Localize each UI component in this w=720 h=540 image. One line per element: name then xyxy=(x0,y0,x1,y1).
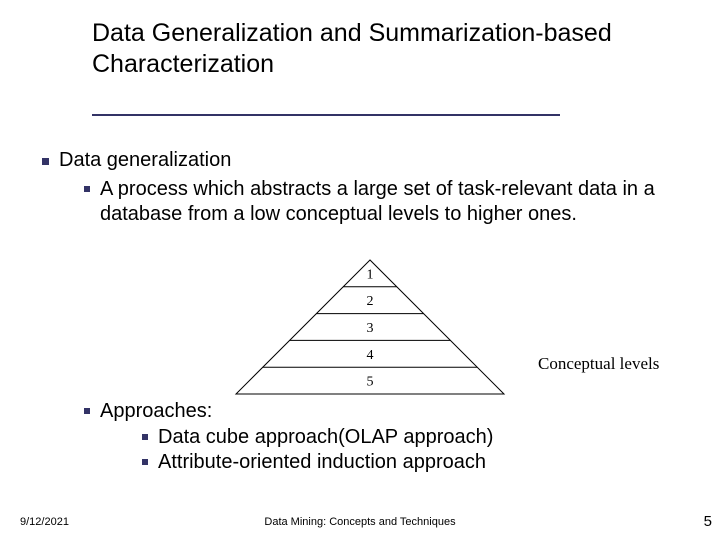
bullet-level1: Data generalization xyxy=(42,148,682,173)
square-bullet-icon xyxy=(84,186,90,192)
square-bullet-icon xyxy=(42,158,49,165)
footer-center: Data Mining: Concepts and Techniques xyxy=(0,516,720,528)
square-bullet-icon xyxy=(142,459,148,465)
bullet-level3: Data cube approach(OLAP approach) xyxy=(142,425,662,451)
footer-page-number: 5 xyxy=(704,513,712,530)
square-bullet-icon xyxy=(84,408,90,414)
approaches-heading-text: Approaches: xyxy=(100,399,662,425)
approach-item-0: Data cube approach(OLAP approach) xyxy=(158,425,662,451)
approaches-heading: Approaches: Data cube approach(OLAP appr… xyxy=(100,399,662,476)
level2-text: A process which abstracts a large set of… xyxy=(100,177,682,227)
pyramid-level-label: 4 xyxy=(367,348,374,363)
pyramid-diagram: 1 2 3 4 5 xyxy=(236,260,504,395)
approach-item-1: Attribute-oriented induction approach xyxy=(158,450,662,476)
pyramid-level-label: 1 xyxy=(367,267,374,282)
conceptual-levels-label: Conceptual levels xyxy=(538,354,659,374)
bullet-level2-approaches: Approaches: Data cube approach(OLAP appr… xyxy=(84,399,662,476)
pyramid-svg: 1 2 3 4 5 xyxy=(236,260,504,395)
bullet-level2: A process which abstracts a large set of… xyxy=(84,177,682,227)
title-underline xyxy=(92,114,560,116)
pyramid-level-label: 5 xyxy=(367,375,374,390)
slide-title: Data Generalization and Summarization-ba… xyxy=(92,18,672,79)
slide: Data Generalization and Summarization-ba… xyxy=(0,0,720,540)
body-content: Data generalization A process which abst… xyxy=(42,148,682,227)
slide-title-block: Data Generalization and Summarization-ba… xyxy=(92,18,672,79)
level1-text: Data generalization xyxy=(59,148,682,173)
bullet-level3: Attribute-oriented induction approach xyxy=(142,450,662,476)
pyramid-level-label: 3 xyxy=(367,321,374,336)
pyramid-level-label: 2 xyxy=(367,294,374,309)
approaches-block: Approaches: Data cube approach(OLAP appr… xyxy=(42,395,662,476)
square-bullet-icon xyxy=(142,434,148,440)
